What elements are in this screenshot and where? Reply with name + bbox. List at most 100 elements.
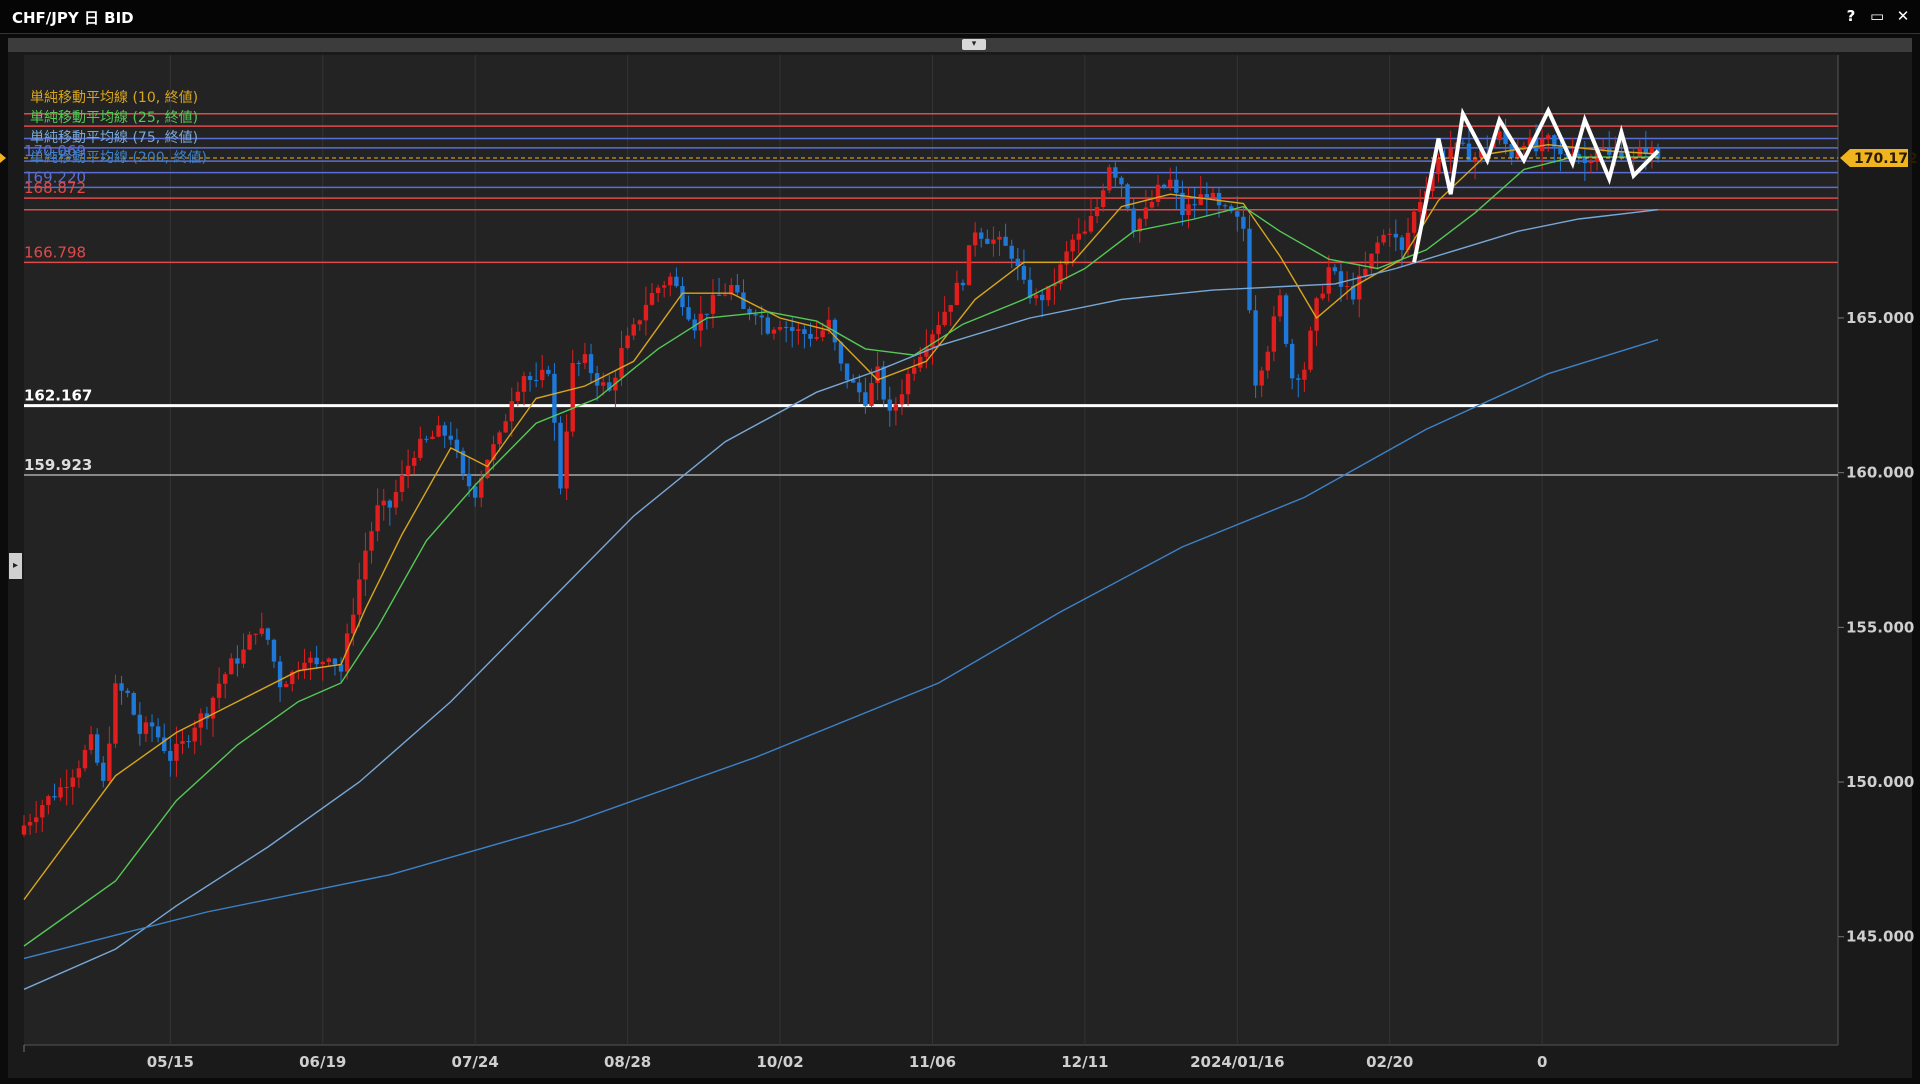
candle-body [1296, 378, 1301, 380]
candle-body [1192, 204, 1197, 206]
candle-body [1289, 343, 1295, 379]
candle-body [509, 401, 514, 422]
candle-body [344, 633, 350, 672]
candle-body [1088, 216, 1094, 232]
candle-body [1222, 205, 1228, 207]
candle-body [1302, 369, 1307, 380]
candle-body [64, 786, 69, 788]
level-label: 159.923 [24, 456, 92, 474]
candle-body [1015, 258, 1021, 267]
y-tick-label: 165.000 [1846, 309, 1914, 327]
candle-body [1052, 283, 1057, 287]
candle-body [735, 285, 740, 293]
candle-body [1265, 351, 1270, 371]
candle-body [582, 354, 588, 364]
candle-body [448, 435, 453, 440]
candle-body [1094, 207, 1100, 217]
candle-body [229, 658, 234, 675]
candle-body [174, 743, 179, 761]
y-tick-label: 145.000 [1846, 928, 1914, 946]
candle-body [607, 382, 612, 391]
candle-body [771, 329, 777, 334]
candle-body [357, 579, 362, 615]
candle-body [1619, 152, 1624, 159]
y-tick-label: 150.000 [1846, 773, 1914, 791]
candle-body [88, 734, 94, 750]
candle-body [107, 743, 112, 781]
candle-body [936, 325, 941, 335]
candle-body [930, 334, 935, 348]
candle-body [570, 362, 575, 432]
candle-body [991, 239, 996, 244]
candle-body [533, 379, 539, 381]
candle-body [948, 305, 953, 312]
candle-body [1283, 295, 1289, 344]
candle-body [515, 391, 521, 402]
candle-body [491, 444, 496, 460]
candle-body [149, 722, 155, 727]
side-panel-handle[interactable]: ▸ [9, 553, 22, 579]
candle-body [924, 347, 929, 357]
candle-body [302, 662, 307, 671]
candle-body [1649, 147, 1655, 154]
candle-body [1070, 239, 1075, 252]
candle-body [143, 722, 149, 734]
candle-body [521, 376, 527, 392]
maximize-button[interactable]: ▭ [1870, 7, 1885, 25]
candle-body [1485, 146, 1490, 148]
candle-body [716, 294, 722, 296]
candle-body [643, 304, 649, 321]
close-button[interactable]: ✕ [1896, 7, 1910, 25]
candle-body [412, 457, 417, 466]
level-label: 169.220 [24, 168, 86, 186]
candle-body [271, 639, 277, 662]
candle-body [1436, 158, 1441, 175]
x-tick-label: 2024/01/16 [1190, 1053, 1284, 1071]
candle-body [619, 348, 624, 378]
y-tick-label: 155.000 [1846, 618, 1914, 636]
candle-body [1046, 286, 1051, 301]
candle-body [1277, 295, 1283, 317]
candle-body [332, 658, 338, 665]
legend-entry: 単純移動平均線 (10, 終値) [30, 90, 198, 106]
candle-body [283, 684, 289, 688]
x-tick-label: 08/28 [604, 1053, 651, 1071]
candle-body [125, 690, 130, 694]
candle-body [1308, 330, 1313, 370]
candle-body [76, 768, 82, 778]
candle-body [46, 796, 51, 806]
candle-body [576, 362, 582, 364]
candle-body [1058, 264, 1063, 284]
candle-body [1064, 251, 1069, 265]
candle-body [588, 354, 594, 374]
candle-body [216, 683, 222, 698]
candle-body [1155, 184, 1161, 202]
candle-body [942, 311, 947, 326]
candle-body [686, 307, 691, 320]
candle-body [966, 245, 972, 286]
candle-body [826, 319, 832, 331]
candle-body [1363, 268, 1368, 276]
candle-body [1576, 153, 1581, 158]
help-button[interactable]: ? [1846, 7, 1856, 25]
candle-body [253, 633, 258, 635]
candle-body [668, 276, 673, 286]
candle-body [1180, 192, 1185, 216]
candle-body [1497, 131, 1502, 141]
candle-body [741, 292, 746, 309]
candle-body [893, 404, 899, 411]
candle-body [168, 751, 173, 761]
candle-body [1198, 194, 1203, 206]
candle-body [850, 380, 856, 383]
candle-body [82, 749, 88, 769]
candle-body [1149, 201, 1155, 208]
candle-body [1204, 194, 1210, 198]
candle-body [1570, 153, 1575, 155]
candle-body [466, 473, 472, 487]
collapse-toolbar-button[interactable]: ▾ [962, 39, 986, 50]
candle-body [180, 741, 185, 744]
candle-body [1357, 275, 1362, 300]
candle-body [540, 369, 545, 381]
candle-body [1100, 190, 1106, 208]
